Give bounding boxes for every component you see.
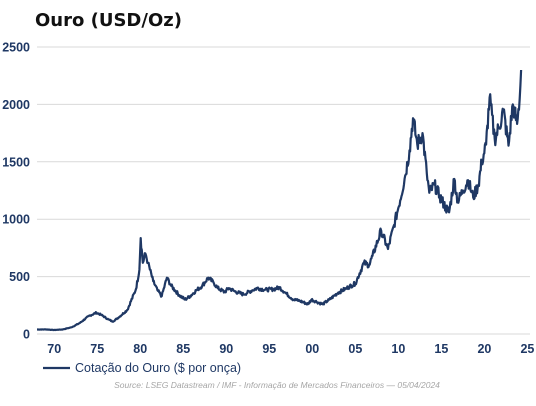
y-tick-label: 1500: [2, 155, 30, 169]
x-tick-label: 00: [305, 342, 319, 356]
series-line-gold-price: [36, 69, 523, 332]
x-tick-label: 20: [477, 342, 491, 356]
y-tick-label: 1000: [2, 213, 30, 227]
y-tick-label: 500: [9, 270, 30, 284]
y-tick-label: 0: [23, 328, 30, 342]
x-tick-label: 90: [219, 342, 233, 356]
x-tick-label: 10: [391, 342, 405, 356]
x-tick-label: 15: [434, 342, 448, 356]
y-tick-label: 2500: [2, 41, 30, 55]
x-tick-label: 75: [90, 342, 104, 356]
x-axis-ticks: 70 75 80 85 90 95 00 05 10 15 20 25: [47, 342, 534, 356]
x-tick-label: 95: [262, 342, 276, 356]
x-tick-label: 05: [348, 342, 362, 356]
legend-label: Cotação do Ouro ($ por onça): [75, 361, 241, 375]
x-tick-label: 85: [176, 342, 190, 356]
source-note: Source: LSEG Datastream / IMF - Informaç…: [114, 380, 440, 390]
y-axis-ticks: 0 500 1000 1500 2000 2500: [2, 41, 30, 342]
x-tick-label: 70: [47, 342, 61, 356]
y-tick-label: 2000: [2, 98, 30, 112]
grid-lines: [37, 46, 530, 278]
chart-title: Ouro (USD/Oz): [35, 10, 182, 31]
x-tick-label: 80: [133, 342, 147, 356]
x-tick-label: 25: [520, 342, 534, 356]
